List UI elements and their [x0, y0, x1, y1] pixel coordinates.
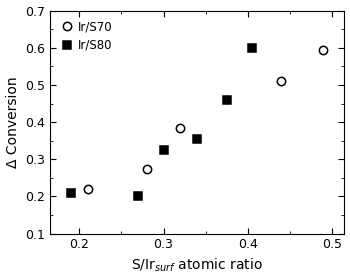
Legend: Ir/S70, Ir/S80: Ir/S70, Ir/S80 [56, 17, 117, 55]
Ir/S70 [321, 48, 326, 51]
Ir/S80 [250, 47, 254, 50]
Ir/S80 [195, 137, 199, 141]
Line: Ir/S70: Ir/S70 [84, 45, 328, 193]
Line: Ir/S80: Ir/S80 [67, 44, 256, 200]
X-axis label: S/Ir$_{surf}$ atomic ratio: S/Ir$_{surf}$ atomic ratio [131, 257, 263, 274]
Ir/S80 [161, 148, 166, 152]
Ir/S80 [69, 191, 73, 194]
Ir/S80 [136, 195, 140, 198]
Ir/S70 [178, 126, 182, 129]
Ir/S70 [279, 80, 284, 83]
Ir/S70 [86, 187, 90, 191]
Ir/S80 [225, 98, 229, 101]
Ir/S70 [145, 167, 149, 170]
Y-axis label: Δ Conversion: Δ Conversion [6, 76, 20, 168]
